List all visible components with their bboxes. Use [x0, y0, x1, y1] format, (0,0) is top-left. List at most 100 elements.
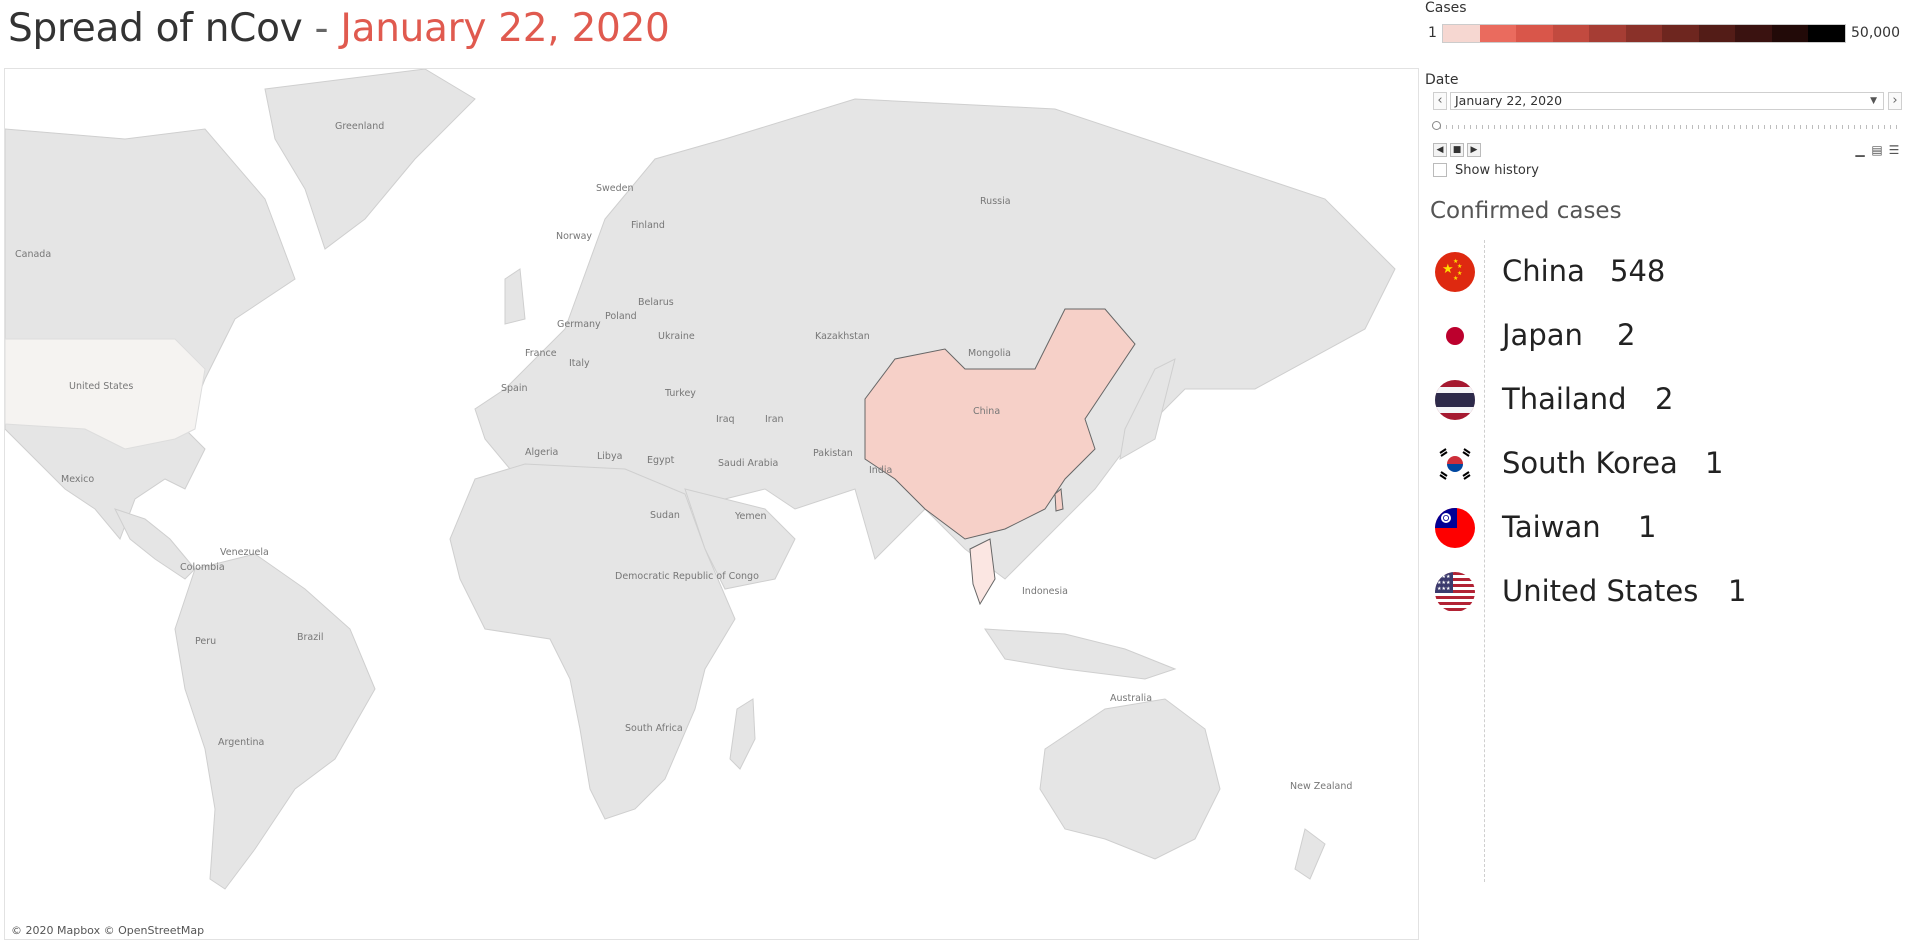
case-count-value: 548: [1610, 254, 1666, 288]
map-label: United States: [69, 381, 133, 392]
map-label: Greenland: [335, 121, 384, 132]
map-label: Poland: [605, 311, 637, 322]
speed-fast-icon: ☰: [1888, 143, 1900, 157]
map-label: Libya: [597, 451, 622, 462]
case-row-united-states[interactable]: ★★★ ★★★ ★★★ United States 1: [1435, 572, 1895, 614]
map-label: Peru: [195, 636, 216, 647]
date-select[interactable]: January 22, 2020 ▼: [1450, 92, 1884, 110]
map-label: Saudi Arabia: [718, 458, 778, 469]
chevron-left-icon: ‹: [1437, 93, 1443, 108]
map-canvas[interactable]: Greenland Canada United States Mexico Ve…: [5, 69, 1418, 939]
map-label: Germany: [557, 319, 601, 330]
title-text: Spread of nCov: [8, 6, 303, 51]
map-label: New Zealand: [1290, 781, 1352, 792]
map-land-greenland[interactable]: [264, 69, 476, 250]
map-land-new-zealand[interactable]: [1294, 828, 1326, 880]
legend-color-step: [1516, 25, 1553, 42]
map-label: Spain: [501, 383, 528, 394]
map-label: Mongolia: [968, 348, 1011, 359]
map-land-north-america[interactable]: [5, 128, 296, 540]
show-history-checkbox[interactable]: [1433, 163, 1447, 177]
map-label: Egypt: [647, 455, 675, 466]
map-land-south-america[interactable]: [174, 553, 376, 890]
map-land-japan[interactable]: [1119, 358, 1176, 460]
svg-text:★: ★: [1457, 263, 1462, 270]
case-row-china[interactable]: ★ ★ ★ ★ ★ China 548: [1435, 252, 1895, 294]
map-label: Canada: [15, 249, 51, 260]
step-back-icon: ◀: [1436, 145, 1444, 155]
legend-color-step: [1589, 25, 1626, 42]
map-label: Australia: [1110, 693, 1152, 704]
map-land-china[interactable]: [864, 308, 1136, 540]
case-row-taiwan[interactable]: Taiwan 1: [1435, 508, 1895, 550]
map-land-uk[interactable]: [504, 268, 526, 325]
map-land-madagascar[interactable]: [729, 698, 756, 770]
map-land-australia[interactable]: [1039, 698, 1221, 860]
stop-button[interactable]: ■: [1450, 143, 1464, 157]
case-country-label: United States: [1502, 574, 1699, 608]
svg-text:★★★: ★★★: [1437, 580, 1451, 586]
legend-color-step: [1808, 25, 1846, 42]
legend-color-step: [1735, 25, 1772, 42]
step-back-button[interactable]: ◀: [1433, 143, 1447, 157]
date-prev-button[interactable]: ‹: [1433, 92, 1447, 110]
map-label: Indonesia: [1022, 586, 1068, 597]
svg-text:★: ★: [1442, 262, 1454, 277]
case-row-japan[interactable]: Japan 2: [1435, 316, 1895, 358]
case-country-label: China: [1502, 254, 1585, 288]
slow-speed-button[interactable]: ▁: [1853, 143, 1867, 157]
map-label: Turkey: [664, 388, 696, 399]
legend-title: Cases: [1425, 0, 1467, 16]
legend-color-step: [1625, 25, 1663, 42]
legend-color-step: [1443, 25, 1480, 42]
map-label: Iraq: [716, 414, 735, 425]
case-row-thailand[interactable]: Thailand 2: [1435, 380, 1895, 422]
map-land-indonesia[interactable]: [984, 628, 1177, 680]
date-slider-track[interactable]: [1440, 125, 1902, 129]
title-date: January 22, 2020: [340, 6, 670, 51]
map-land-united-states[interactable]: [5, 338, 206, 450]
play-button[interactable]: ▶: [1467, 143, 1481, 157]
map-label: Pakistan: [813, 448, 853, 459]
map-label: Kazakhstan: [815, 331, 870, 342]
show-history-label[interactable]: Show history: [1455, 163, 1539, 178]
south-korea-flag-icon: [1435, 444, 1475, 484]
speed-slow-icon: ▁: [1855, 143, 1865, 157]
case-country-label: Taiwan: [1502, 510, 1601, 544]
legend-max-label: 50,000: [1851, 25, 1900, 41]
map-label: South Africa: [625, 723, 683, 734]
map-attribution[interactable]: © 2020 Mapbox © OpenStreetMap: [11, 924, 205, 937]
world-map[interactable]: Greenland Canada United States Mexico Ve…: [4, 68, 1419, 940]
cases-list-title: Confirmed cases: [1430, 198, 1622, 224]
title-separator: -: [302, 6, 341, 51]
china-flag-icon: ★ ★ ★ ★ ★: [1435, 252, 1475, 292]
fast-speed-button[interactable]: ☰: [1887, 143, 1901, 157]
map-label: Argentina: [218, 737, 264, 748]
date-next-button[interactable]: ›: [1888, 92, 1902, 110]
case-count-value: 1: [1638, 510, 1657, 544]
map-land-africa[interactable]: [449, 463, 736, 820]
japan-flag-icon: [1435, 316, 1475, 356]
cases-divider: [1484, 240, 1485, 882]
map-label: Sudan: [650, 510, 680, 521]
map-label: China: [973, 406, 1000, 417]
legend-color-step: [1698, 25, 1736, 42]
map-land-taiwan[interactable]: [1054, 488, 1064, 512]
map-land-central-america[interactable]: [114, 508, 196, 580]
legend-min-label: 1: [1428, 25, 1437, 41]
date-slider-handle[interactable]: [1432, 121, 1441, 130]
date-select-value: January 22, 2020: [1455, 93, 1563, 108]
legend-color-step: [1662, 25, 1699, 42]
map-land-thailand[interactable]: [969, 538, 996, 606]
chevron-right-icon: ›: [1892, 93, 1898, 108]
svg-text:★★★: ★★★: [1437, 574, 1451, 580]
case-country-label: Thailand: [1502, 382, 1627, 416]
thailand-flag-icon: [1435, 380, 1475, 420]
map-label: Russia: [980, 196, 1011, 207]
legend-color-bar: [1442, 24, 1846, 43]
case-row-south-korea[interactable]: South Korea 1: [1435, 444, 1895, 486]
medium-speed-button[interactable]: ▤: [1870, 143, 1884, 157]
case-count-value: 1: [1728, 574, 1747, 608]
map-label: Ukraine: [658, 331, 695, 342]
taiwan-flag-icon: [1435, 508, 1475, 548]
